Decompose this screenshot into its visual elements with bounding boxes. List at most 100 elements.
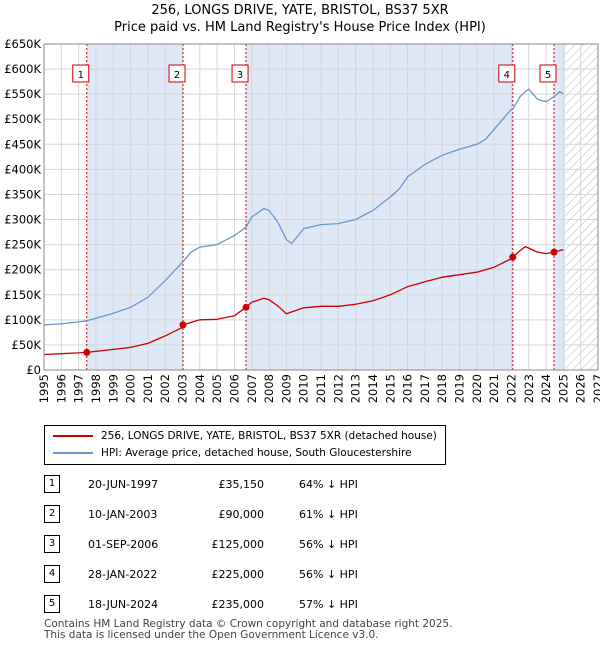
plot-border — [43, 43, 599, 371]
x-tick-label: 2007 — [245, 374, 259, 403]
sale-row: 1 20-JUN-1997 £35,150 64% ↓ HPI — [44, 475, 444, 493]
sale-number-badge: 4 — [44, 565, 60, 583]
x-tick-label: 2004 — [193, 374, 207, 403]
y-tick-label: £150K — [4, 288, 41, 302]
sale-label-text: 5 — [545, 70, 551, 81]
sale-date: 18-JUN-2024 — [88, 598, 159, 611]
sale-number-badge: 2 — [44, 505, 60, 523]
x-tick-label: 2014 — [366, 374, 380, 403]
sale-date: 20-JUN-1997 — [88, 478, 159, 491]
x-tick-label: 2013 — [349, 374, 363, 403]
x-tick-label: 2005 — [210, 374, 224, 403]
sale-row: 2 10-JAN-2003 £90,000 61% ↓ HPI — [44, 505, 444, 523]
x-tick-label: 2008 — [262, 374, 276, 403]
x-tick-label: 2023 — [522, 374, 536, 403]
x-tick-label: 2018 — [435, 374, 449, 403]
sale-number-badge: 3 — [44, 535, 60, 553]
x-tick-label: 2015 — [383, 374, 397, 403]
legend-label-property: 256, LONGS DRIVE, YATE, BRISTOL, BS37 5X… — [101, 430, 437, 442]
y-tick-label: £600K — [4, 62, 41, 76]
sale-price: £235,000 — [211, 598, 265, 611]
sale-number-badge: 5 — [44, 595, 60, 613]
sale-row: 3 01-SEP-2006 £125,000 56% ↓ HPI — [44, 535, 444, 553]
x-tick-label: 2003 — [176, 374, 190, 403]
y-tick-label: £500K — [4, 112, 41, 126]
sale-price: £225,000 — [211, 568, 265, 581]
sale-label-text: 4 — [504, 70, 510, 81]
x-tick-label: 1998 — [89, 374, 103, 403]
chart-title-line2: Price paid vs. HM Land Registry's House … — [114, 20, 486, 35]
x-tick-label: 1997 — [72, 374, 86, 403]
sale-label-box — [168, 64, 186, 83]
sale-label-text: 2 — [174, 70, 180, 81]
sale-point — [509, 253, 517, 261]
x-tick-label: 2017 — [418, 374, 432, 403]
sale-label-box — [72, 64, 90, 83]
sale-date: 28-JAN-2022 — [88, 568, 158, 581]
footer-attribution: Contains HM Land Registry data © Crown c… — [44, 619, 452, 641]
price-chart: 1 2 3 4 5 £0 £50K £100K £150K £200K £250K £300K £350… — [4, 37, 600, 403]
y-tick-label: £0 — [26, 363, 41, 377]
x-tick-label: 2009 — [279, 374, 293, 403]
sale-price: £125,000 — [211, 538, 265, 551]
chart-legend: 256, LONGS DRIVE, YATE, BRISTOL, BS37 5X… — [44, 425, 446, 465]
y-tick-label: £200K — [4, 263, 41, 277]
x-tick-label: 2021 — [487, 374, 501, 403]
x-tick-label: 2019 — [453, 374, 467, 403]
x-tick-label: 2006 — [227, 374, 241, 403]
x-tick-label: 2001 — [141, 374, 155, 403]
footer-line-2: This data is licensed under the Open Gov… — [44, 629, 379, 641]
x-tick-label: 2011 — [314, 374, 328, 403]
sale-number-badge: 1 — [44, 475, 60, 493]
x-tick-label: 2026 — [574, 374, 588, 403]
y-tick-label: £300K — [4, 213, 41, 227]
holding-period-shade — [554, 44, 566, 370]
y-tick-label: £250K — [4, 238, 41, 252]
sale-row: 5 18-JUN-2024 £235,000 57% ↓ HPI — [44, 595, 444, 613]
holding-period-shade — [246, 44, 513, 370]
sale-point — [242, 303, 250, 311]
sale-point — [550, 248, 558, 256]
sale-label-text: 3 — [237, 70, 243, 81]
x-tick-label: 2020 — [470, 374, 484, 403]
sale-row: 4 28-JAN-2022 £225,000 56% ↓ HPI — [44, 565, 444, 583]
legend-swatch-hpi — [53, 452, 93, 454]
sale-label-box — [231, 64, 249, 83]
x-tick-label: 2012 — [331, 374, 345, 403]
y-tick-label: £650K — [4, 37, 41, 51]
legend-label-hpi: HPI: Average price, detached house, Sout… — [101, 447, 412, 459]
footer-line-1: Contains HM Land Registry data © Crown c… — [44, 618, 453, 630]
x-tick-label: 2016 — [401, 374, 415, 403]
legend-swatch-property — [53, 435, 93, 437]
sale-label-box — [539, 64, 557, 83]
y-tick-label: £50K — [12, 338, 42, 352]
sale-hpi-diff: 57% ↓ HPI — [299, 598, 358, 611]
sale-price: £90,000 — [218, 508, 265, 521]
sale-date: 01-SEP-2006 — [88, 538, 159, 551]
y-tick-label: £350K — [4, 187, 41, 201]
sale-label-text: 1 — [78, 70, 84, 81]
x-tick-label: 1995 — [37, 374, 51, 403]
holding-period-shade — [86, 44, 184, 370]
x-tick-label: 2022 — [504, 374, 518, 403]
x-tick-label: 2010 — [297, 374, 311, 403]
x-tick-label: 2027 — [591, 374, 600, 403]
forecast-hatch-region — [565, 44, 598, 370]
sale-point — [179, 321, 187, 329]
y-tick-label: £450K — [4, 137, 41, 151]
sale-price: £35,150 — [218, 478, 265, 491]
x-tick-label: 2000 — [124, 374, 138, 403]
x-tick-label: 1996 — [54, 374, 68, 403]
sale-hpi-diff: 61% ↓ HPI — [299, 508, 358, 521]
hpi-series-line — [43, 88, 564, 326]
sale-hpi-diff: 56% ↓ HPI — [299, 568, 358, 581]
sale-point — [83, 348, 91, 356]
x-tick-label: 2025 — [556, 374, 570, 403]
chart-title-line1: 256, LONGS DRIVE, YATE, BRISTOL, BS37 5X… — [151, 3, 449, 18]
y-tick-label: £100K — [4, 313, 41, 327]
x-tick-label: 2002 — [158, 374, 172, 403]
sale-hpi-diff: 64% ↓ HPI — [299, 478, 358, 491]
sale-hpi-diff: 56% ↓ HPI — [299, 538, 358, 551]
y-tick-label: £400K — [4, 162, 41, 176]
x-tick-label: 1999 — [106, 374, 120, 403]
